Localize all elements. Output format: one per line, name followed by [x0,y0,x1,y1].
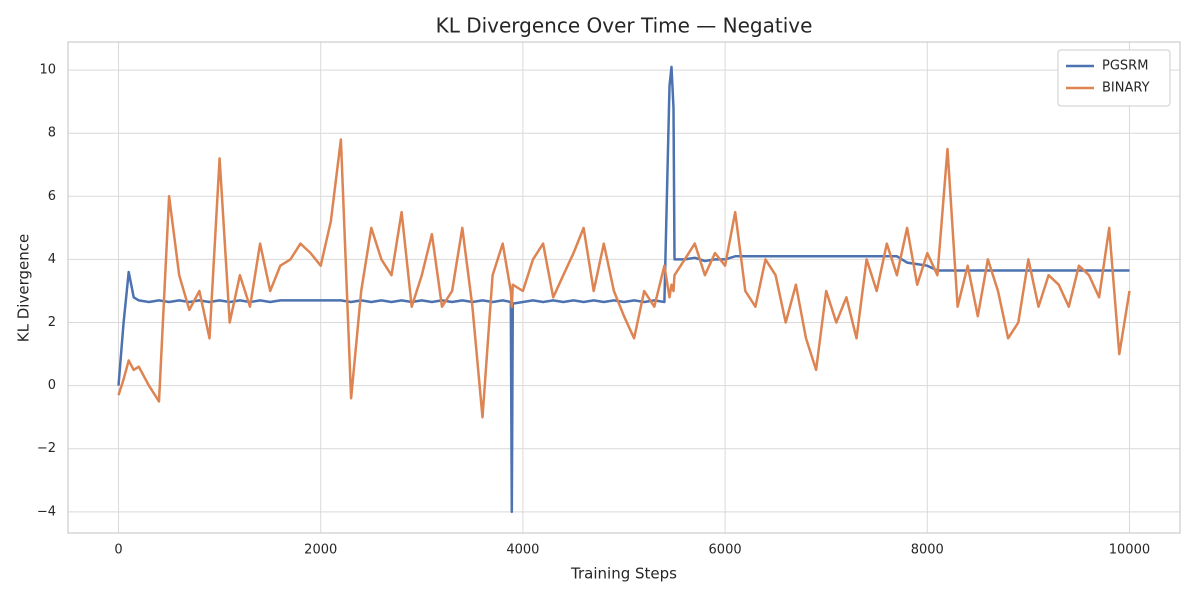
x-axis-label: Training Steps [570,565,677,583]
y-tick-label: 2 [48,315,56,330]
y-tick-label: 4 [48,252,56,267]
legend: PGSRM BINARY [1057,49,1171,107]
legend-label: PGSRM [1102,59,1148,74]
x-tick-label: 6000 [709,543,742,558]
y-tick-label: 8 [48,126,56,141]
legend-label: BINARY [1102,81,1150,96]
x-tick-label: 8000 [911,543,944,558]
x-tick-label: 10000 [1109,543,1150,558]
y-tick-label: 6 [48,189,56,204]
chart-title: KL Divergence Over Time — Negative [436,14,813,38]
y-tick-label: −4 [37,504,56,519]
y-tick-label: 0 [48,378,56,393]
plot-frame [67,41,1181,534]
x-tick-label: 4000 [506,543,539,558]
y-tick-label: −2 [37,441,56,456]
y-axis-label: KL Divergence [15,234,33,342]
y-tick-label: 10 [39,63,56,78]
x-tick-label: 0 [114,543,122,558]
x-tick-label: 2000 [304,543,337,558]
legend-box [1057,49,1171,107]
series-line [117,138,1131,419]
